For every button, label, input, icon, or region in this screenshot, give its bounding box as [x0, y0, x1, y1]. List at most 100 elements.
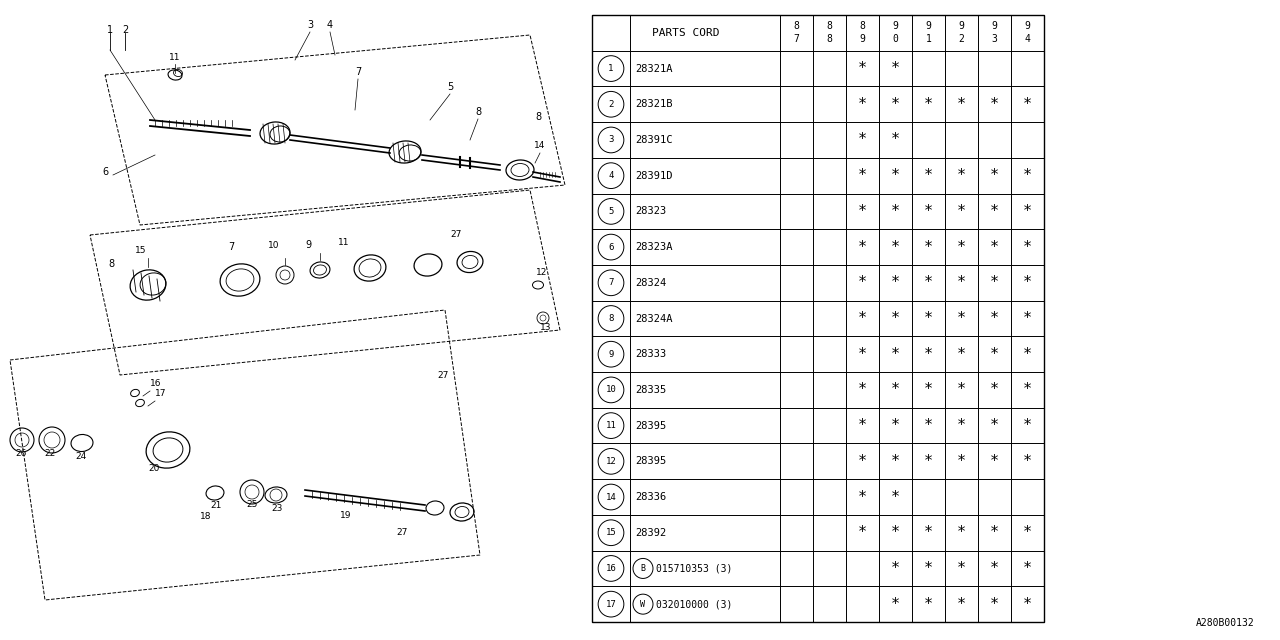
Text: 9: 9 [992, 21, 997, 31]
Text: *: * [989, 204, 1000, 219]
Text: *: * [1023, 454, 1032, 469]
Bar [591, 15, 1044, 622]
Text: *: * [891, 97, 900, 112]
Text: 14: 14 [605, 493, 617, 502]
Text: *: * [989, 97, 1000, 112]
Text: 27: 27 [396, 528, 407, 537]
Text: 28336: 28336 [635, 492, 667, 502]
Text: 4: 4 [1024, 35, 1030, 44]
Text: 14: 14 [534, 141, 545, 150]
Text: *: * [989, 239, 1000, 255]
Text: 28323A: 28323A [635, 242, 672, 252]
Text: 4: 4 [608, 171, 613, 180]
Text: 9: 9 [305, 240, 311, 250]
Text: *: * [858, 525, 867, 540]
Text: 2: 2 [122, 25, 128, 35]
Text: *: * [1023, 311, 1032, 326]
Text: 18: 18 [200, 512, 211, 521]
Text: *: * [891, 418, 900, 433]
Text: 25: 25 [246, 500, 257, 509]
Text: 15: 15 [605, 528, 617, 537]
Text: *: * [989, 525, 1000, 540]
Text: *: * [858, 168, 867, 183]
Text: 7: 7 [608, 278, 613, 287]
Text: 28321B: 28321B [635, 99, 672, 109]
Text: 8: 8 [860, 21, 865, 31]
Text: B: B [640, 564, 645, 573]
Text: 8: 8 [108, 259, 114, 269]
Text: 8: 8 [535, 112, 541, 122]
Text: 12: 12 [605, 457, 617, 466]
Text: *: * [924, 596, 933, 612]
Text: 3: 3 [307, 20, 314, 30]
Text: *: * [1023, 525, 1032, 540]
Text: *: * [924, 168, 933, 183]
Text: A280B00132: A280B00132 [1197, 618, 1254, 628]
Text: 28333: 28333 [635, 349, 667, 359]
Text: 22: 22 [44, 449, 55, 458]
Text: 7: 7 [794, 35, 800, 44]
Text: *: * [858, 454, 867, 469]
Text: 1: 1 [608, 64, 613, 73]
Text: *: * [1023, 347, 1032, 362]
Text: *: * [891, 61, 900, 76]
Text: *: * [957, 275, 966, 291]
Text: 28335: 28335 [635, 385, 667, 395]
Text: *: * [989, 168, 1000, 183]
Text: *: * [924, 204, 933, 219]
Text: *: * [891, 311, 900, 326]
Text: 26: 26 [15, 449, 27, 458]
Text: 6: 6 [102, 167, 108, 177]
Text: 9: 9 [959, 21, 964, 31]
Text: 3: 3 [992, 35, 997, 44]
Text: *: * [891, 525, 900, 540]
Text: 5: 5 [608, 207, 613, 216]
Text: 21: 21 [210, 501, 221, 510]
Text: *: * [989, 596, 1000, 612]
Text: 28392: 28392 [635, 528, 667, 538]
Text: 28323: 28323 [635, 206, 667, 216]
Text: 8: 8 [608, 314, 613, 323]
Text: 28391C: 28391C [635, 135, 672, 145]
Text: *: * [891, 204, 900, 219]
Text: 23: 23 [271, 504, 283, 513]
Text: *: * [891, 454, 900, 469]
Text: *: * [891, 561, 900, 576]
Text: 7: 7 [228, 242, 234, 252]
Text: 1: 1 [108, 25, 113, 35]
Text: 10: 10 [268, 241, 279, 250]
Text: *: * [957, 97, 966, 112]
Text: *: * [989, 347, 1000, 362]
Text: 0: 0 [892, 35, 899, 44]
Text: *: * [891, 490, 900, 504]
Text: *: * [858, 97, 867, 112]
Text: 19: 19 [340, 511, 352, 520]
Text: 11: 11 [169, 53, 180, 62]
Text: 28324A: 28324A [635, 314, 672, 323]
Text: *: * [1023, 418, 1032, 433]
Text: 4: 4 [326, 20, 333, 30]
Text: *: * [957, 596, 966, 612]
Text: *: * [989, 561, 1000, 576]
Text: 9: 9 [925, 21, 932, 31]
Text: *: * [1023, 275, 1032, 291]
Text: *: * [891, 275, 900, 291]
Text: *: * [957, 204, 966, 219]
Text: *: * [858, 61, 867, 76]
Text: *: * [957, 383, 966, 397]
Text: *: * [891, 239, 900, 255]
Text: 24: 24 [76, 452, 86, 461]
Text: *: * [924, 239, 933, 255]
Text: 11: 11 [605, 421, 617, 430]
Text: 9: 9 [608, 349, 613, 358]
Text: *: * [924, 454, 933, 469]
Text: *: * [924, 525, 933, 540]
Text: *: * [858, 490, 867, 504]
Text: *: * [957, 347, 966, 362]
Text: *: * [957, 525, 966, 540]
Text: 3: 3 [608, 136, 613, 145]
Text: 15: 15 [134, 246, 146, 255]
Text: *: * [924, 418, 933, 433]
Text: 17: 17 [155, 389, 166, 398]
Text: *: * [858, 383, 867, 397]
